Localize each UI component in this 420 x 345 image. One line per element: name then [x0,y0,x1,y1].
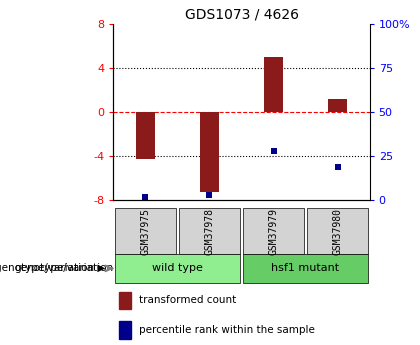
Bar [118,321,131,339]
FancyBboxPatch shape [115,254,240,283]
FancyBboxPatch shape [179,208,240,254]
Text: genotype/variation ▶: genotype/variation ▶ [0,264,105,273]
Text: GSM37975: GSM37975 [140,208,150,255]
FancyBboxPatch shape [307,208,368,254]
FancyBboxPatch shape [243,208,304,254]
Text: GSM37979: GSM37979 [268,208,278,255]
FancyBboxPatch shape [243,254,368,283]
Bar [328,99,347,112]
Text: percentile rank within the sample: percentile rank within the sample [139,325,315,335]
Bar [200,112,219,193]
Text: GSM37980: GSM37980 [333,208,343,255]
Text: wild type: wild type [152,264,203,273]
Bar [136,112,155,159]
FancyBboxPatch shape [115,208,176,254]
Bar [118,292,131,309]
Text: GSM37978: GSM37978 [205,208,215,255]
Text: genotype/variation: genotype/variation [14,264,113,273]
Text: hsf1 mutant: hsf1 mutant [271,264,340,273]
Bar [264,57,283,112]
Text: transformed count: transformed count [139,296,236,305]
Title: GDS1073 / 4626: GDS1073 / 4626 [184,8,299,22]
